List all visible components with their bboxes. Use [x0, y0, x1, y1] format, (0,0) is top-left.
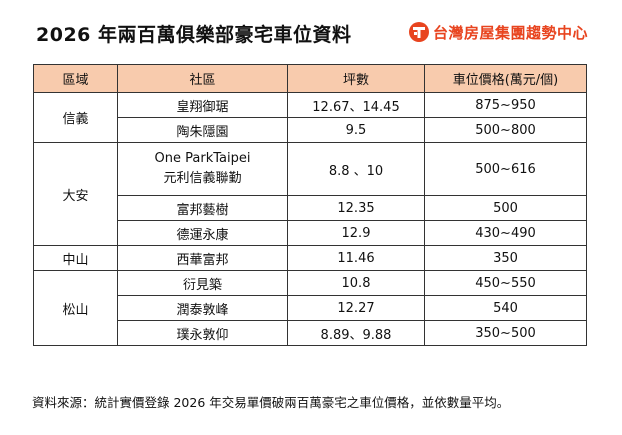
taiwan-realty-logo-icon [409, 22, 429, 42]
table-row: 中山 西華富邦 11.46 350 [33, 245, 587, 271]
community-cell: 璞永敦仰 [117, 320, 288, 346]
size-cell: 8.8 、10 [287, 142, 425, 196]
size-cell: 9.5 [287, 117, 425, 143]
page-title: 2026 年兩百萬俱樂部豪宅車位資料 [36, 24, 352, 46]
table-row: 松山 衍見築 10.8 450~550 [33, 270, 587, 346]
table-row: 陶朱隱園 9.5 500~800 [34, 117, 587, 143]
price-cell: 450~550 [424, 270, 587, 296]
price-cell: 875~950 [424, 92, 587, 118]
price-cell: 500 [424, 195, 587, 221]
community-cell: 皇翔御琚 [117, 92, 288, 118]
community-cell: 陶朱隱園 [117, 117, 288, 143]
column-header-area: 區域 [33, 64, 118, 93]
table-row: 璞永敦仰 8.89、9.88 350~500 [34, 320, 587, 346]
price-cell: 430~490 [424, 220, 587, 246]
community-line: One ParkTaipei [154, 151, 251, 166]
table-row: 富邦藝樹 12.35 500 [34, 195, 587, 221]
size-cell: 10.8 [287, 270, 425, 296]
area-cell: 松山 [33, 270, 118, 346]
community-line: 元利信義聯勤 [163, 171, 242, 186]
community-cell: 潤泰敦峰 [117, 295, 288, 321]
column-header-community: 社區 [117, 64, 288, 93]
column-header-size: 坪數 [287, 64, 425, 93]
price-cell: 500~800 [424, 117, 587, 143]
column-header-price: 車位價格(萬元/個) [424, 64, 587, 93]
size-cell: 8.89、9.88 [287, 320, 425, 346]
area-cell: 中山 [33, 245, 118, 271]
table-row: 潤泰敦峰 12.27 540 [34, 295, 587, 321]
community-cell: 富邦藝樹 [117, 195, 288, 221]
brand: 台灣房屋集團趨勢中心 [408, 21, 588, 43]
size-cell: 12.9 [287, 220, 425, 246]
price-cell: 350~500 [424, 320, 587, 346]
community-cell: One ParkTaipei 元利信義聯勤 [117, 142, 288, 196]
community-cell: 西華富邦 [117, 245, 288, 271]
price-cell: 350 [424, 245, 587, 271]
price-cell: 540 [424, 295, 587, 321]
source-footnote: 資料來源：統計實價登錄 2026 年交易單價破兩百萬豪宅之車位價格，並依數量平均… [32, 395, 510, 410]
size-cell: 12.27 [287, 295, 425, 321]
price-cell: 500~616 [424, 142, 587, 196]
size-cell: 12.67、14.45 [287, 92, 425, 118]
brand-name: 台灣房屋集團趨勢中心 [433, 23, 589, 42]
area-cell: 大安 [33, 142, 118, 246]
parking-price-table: 區域 社區 坪數 車位價格(萬元/個) 信義 皇翔御琚 12.67、14.45 … [33, 64, 587, 346]
table-row: 信義 皇翔御琚 12.67、14.45 875~950 [33, 92, 587, 143]
size-cell: 12.35 [287, 195, 425, 221]
size-cell: 11.46 [287, 245, 425, 271]
area-cell: 信義 [33, 92, 118, 143]
table-header-row: 區域 社區 坪數 車位價格(萬元/個) [33, 64, 587, 93]
header: 2026 年兩百萬俱樂部豪宅車位資料 台灣房屋集團趨勢中心 [0, 0, 622, 62]
community-cell: 衍見築 [117, 270, 288, 296]
table-row: 大安 One ParkTaipei 元利信義聯勤 8.8 、10 500~616 [33, 142, 587, 246]
community-cell: 德運永康 [117, 220, 288, 246]
